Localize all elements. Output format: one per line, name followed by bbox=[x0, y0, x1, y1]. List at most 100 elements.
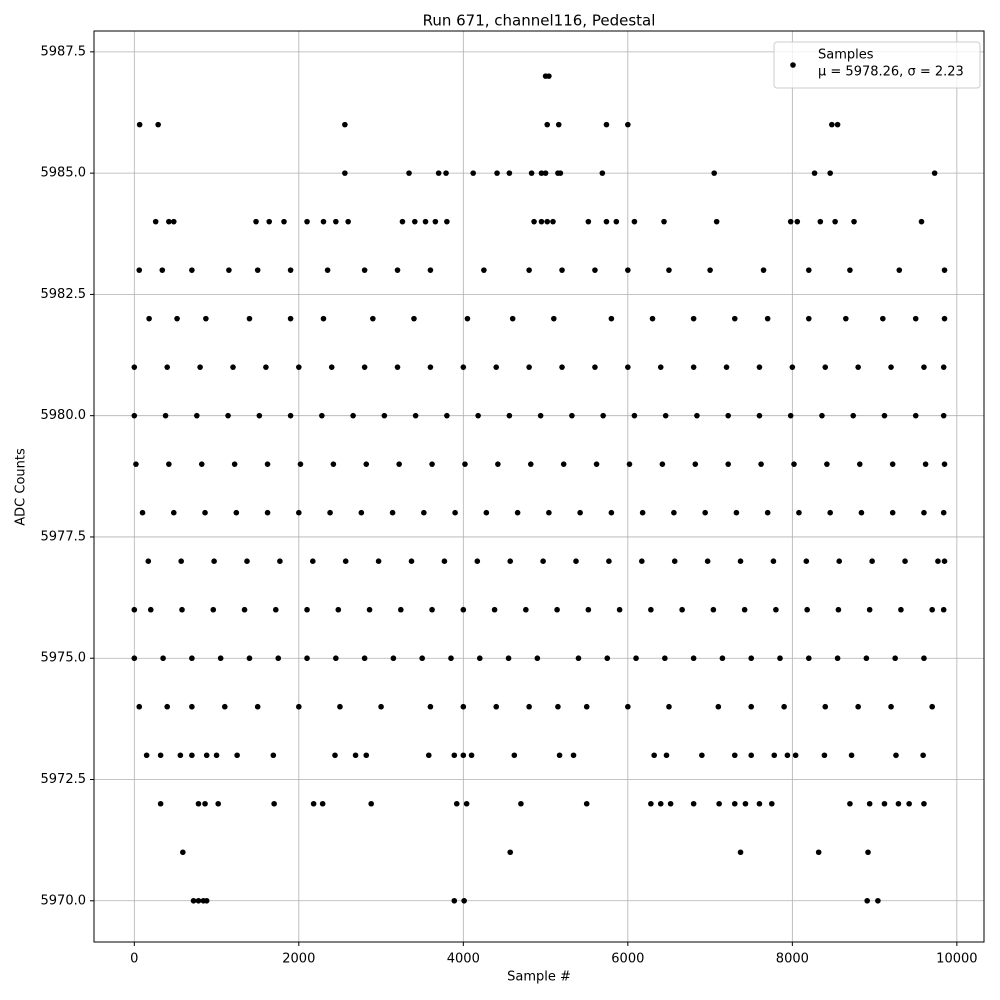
point bbox=[593, 461, 600, 467]
point bbox=[796, 509, 802, 516]
point bbox=[363, 461, 370, 467]
point bbox=[194, 412, 200, 419]
point bbox=[234, 752, 240, 759]
point bbox=[361, 364, 368, 370]
point bbox=[912, 315, 919, 322]
point bbox=[495, 461, 501, 467]
point bbox=[254, 267, 261, 273]
point bbox=[921, 509, 927, 516]
point bbox=[880, 315, 886, 322]
point bbox=[542, 170, 549, 176]
point bbox=[421, 509, 427, 516]
point bbox=[741, 606, 748, 613]
point bbox=[145, 558, 152, 565]
point bbox=[625, 703, 631, 710]
point bbox=[444, 218, 450, 225]
y-tick-label: 5980.0 bbox=[41, 408, 87, 423]
point bbox=[511, 752, 518, 759]
point bbox=[540, 558, 546, 565]
point bbox=[189, 655, 195, 662]
point bbox=[866, 800, 873, 807]
point bbox=[198, 461, 205, 467]
point bbox=[546, 509, 552, 516]
point bbox=[896, 267, 903, 273]
point bbox=[427, 364, 434, 370]
point bbox=[287, 412, 294, 419]
point bbox=[787, 218, 794, 225]
point bbox=[460, 364, 467, 370]
x-tick-label: 2000 bbox=[282, 952, 315, 967]
point bbox=[731, 800, 738, 807]
point bbox=[408, 558, 415, 565]
point bbox=[155, 121, 161, 128]
point bbox=[771, 752, 778, 759]
point bbox=[427, 703, 434, 710]
point bbox=[328, 364, 335, 370]
point bbox=[427, 267, 434, 273]
point bbox=[195, 897, 202, 904]
point bbox=[592, 267, 598, 273]
point bbox=[659, 461, 666, 467]
point bbox=[505, 655, 512, 662]
point bbox=[412, 412, 419, 419]
point bbox=[476, 655, 483, 662]
point bbox=[603, 218, 610, 225]
point bbox=[625, 121, 631, 128]
point bbox=[898, 606, 904, 613]
point bbox=[213, 752, 220, 759]
point bbox=[850, 412, 857, 419]
point bbox=[443, 170, 449, 176]
point bbox=[731, 315, 738, 322]
point bbox=[342, 170, 348, 176]
point bbox=[164, 703, 171, 710]
point bbox=[929, 703, 935, 710]
point bbox=[370, 315, 376, 322]
point bbox=[143, 752, 150, 759]
point bbox=[419, 655, 425, 662]
point bbox=[281, 218, 287, 225]
point bbox=[211, 558, 217, 565]
x-tick-label: 8000 bbox=[776, 952, 809, 967]
point bbox=[152, 218, 159, 225]
point bbox=[210, 606, 217, 613]
point bbox=[441, 558, 448, 565]
point bbox=[435, 170, 442, 176]
point bbox=[131, 412, 138, 419]
point bbox=[506, 170, 513, 176]
point bbox=[164, 364, 171, 370]
point bbox=[363, 752, 370, 759]
point bbox=[332, 752, 338, 759]
point bbox=[821, 752, 828, 759]
point bbox=[875, 897, 881, 904]
point bbox=[792, 752, 799, 759]
x-tick-label: 0 bbox=[130, 952, 138, 967]
point bbox=[275, 655, 282, 662]
point bbox=[375, 558, 382, 565]
point bbox=[575, 655, 582, 662]
point bbox=[159, 267, 166, 273]
point bbox=[719, 655, 726, 662]
point bbox=[506, 412, 513, 419]
point bbox=[784, 752, 791, 759]
point bbox=[648, 800, 654, 807]
point bbox=[716, 800, 722, 807]
point bbox=[399, 218, 406, 225]
point bbox=[748, 752, 755, 759]
point bbox=[649, 315, 656, 322]
point bbox=[822, 703, 829, 710]
point bbox=[246, 655, 253, 662]
point bbox=[203, 897, 210, 904]
point bbox=[425, 752, 432, 759]
point bbox=[811, 170, 818, 176]
point bbox=[940, 606, 947, 613]
point bbox=[692, 461, 699, 467]
y-axis-label: ADC Counts bbox=[14, 448, 29, 526]
point bbox=[551, 315, 557, 322]
point bbox=[626, 461, 633, 467]
point bbox=[544, 218, 551, 225]
point bbox=[160, 655, 166, 662]
point bbox=[777, 655, 783, 662]
point bbox=[451, 752, 458, 759]
point bbox=[639, 558, 645, 565]
